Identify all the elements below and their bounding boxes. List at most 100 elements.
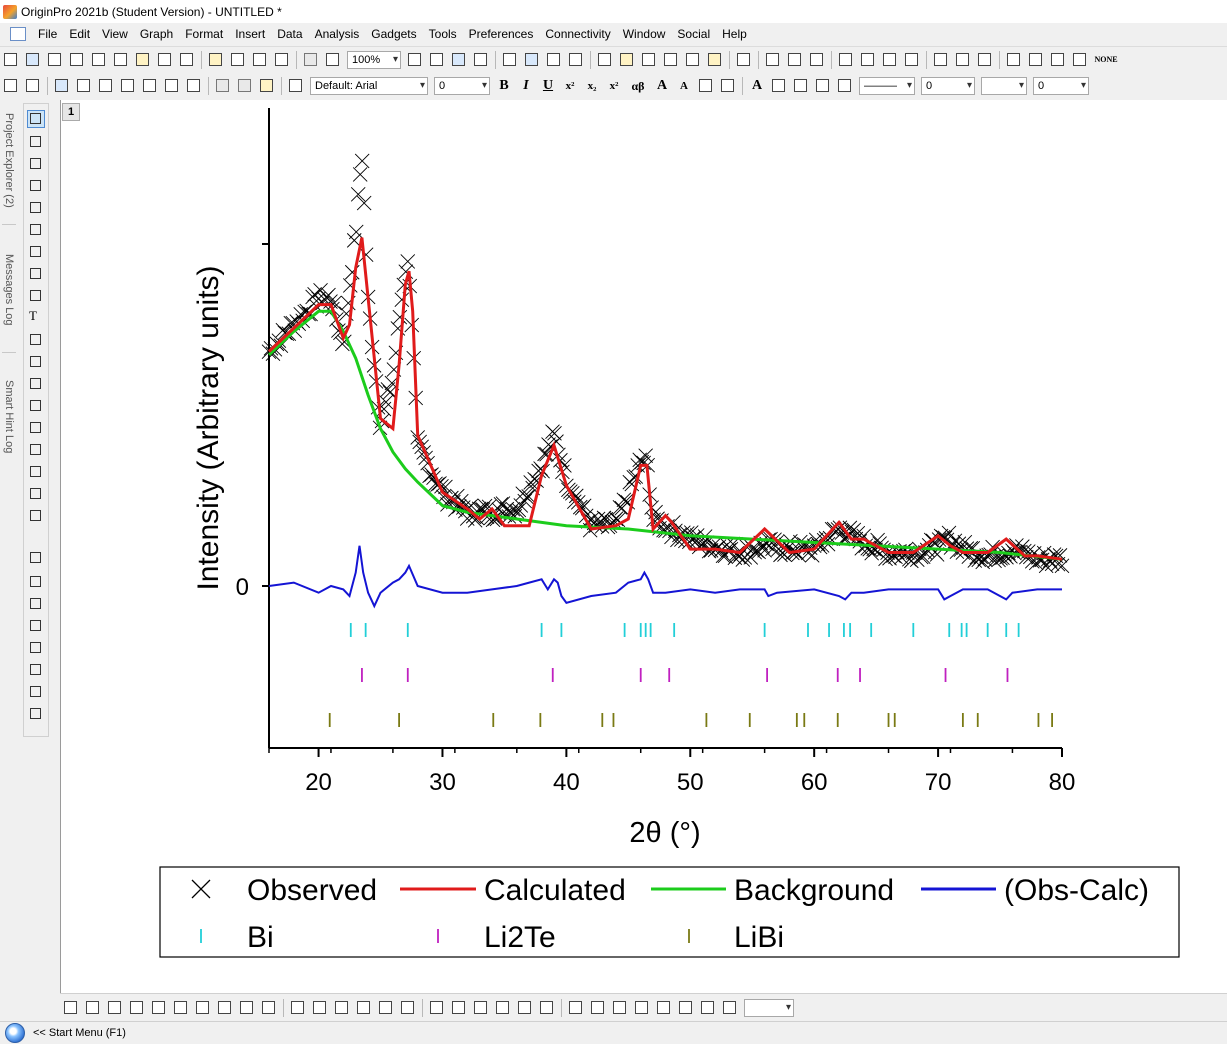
new-graph-icon[interactable] [90, 51, 108, 69]
greek-icon[interactable]: αβ [631, 78, 645, 93]
layer-management-icon[interactable] [450, 999, 468, 1017]
decrease-font-icon[interactable]: A [680, 80, 688, 92]
set-x-icon[interactable] [1027, 51, 1045, 69]
sigma-icon[interactable] [764, 51, 782, 69]
duplicate-icon[interactable] [119, 77, 137, 95]
rotate-icon[interactable] [721, 999, 739, 1017]
pattern-size-select[interactable]: 0 [1033, 77, 1089, 95]
menu-graph[interactable]: Graph [139, 27, 174, 41]
arrow-tool-icon[interactable] [28, 354, 44, 370]
group-icon[interactable] [677, 999, 695, 1017]
move-tool-icon[interactable] [28, 178, 44, 194]
filter-icon[interactable] [932, 51, 950, 69]
window-menu-icon[interactable] [10, 27, 26, 41]
cut-icon[interactable] [214, 77, 232, 95]
new-matrix-icon[interactable] [46, 51, 64, 69]
graph-template-icon[interactable] [2, 77, 20, 95]
set-values-icon[interactable] [837, 51, 855, 69]
move-front-icon[interactable] [567, 999, 585, 1017]
menu-data[interactable]: Data [277, 27, 303, 41]
dialog-icon[interactable] [684, 51, 702, 69]
data-reader-icon[interactable] [28, 200, 44, 216]
grid-table-icon[interactable] [28, 706, 44, 722]
zoom-in-tool-icon[interactable] [28, 134, 44, 150]
menu-analysis[interactable]: Analysis [314, 27, 360, 41]
save-template-icon[interactable] [273, 51, 291, 69]
layer-icon[interactable] [185, 77, 203, 95]
image-plot-icon[interactable] [399, 999, 417, 1017]
axis-break-icon[interactable] [494, 999, 512, 1017]
menu-help[interactable]: Help [722, 27, 747, 41]
font-size-select[interactable]: 0 [434, 77, 490, 95]
stock-chart-icon[interactable] [238, 999, 256, 1017]
start-menu-link[interactable]: << Start Menu (F1) [33, 1027, 126, 1039]
polar-chart-icon[interactable] [216, 999, 234, 1017]
export-graph-icon[interactable] [450, 51, 468, 69]
increase-font-icon[interactable]: A [656, 78, 668, 93]
scatter-plot-icon[interactable] [84, 999, 102, 1017]
sort-icon[interactable] [808, 51, 826, 69]
move-back-icon[interactable] [589, 999, 607, 1017]
add-column-icon[interactable] [735, 51, 753, 69]
menu-connectivity[interactable]: Connectivity [545, 27, 611, 41]
slideshow-icon[interactable] [428, 51, 446, 69]
align-options-icon[interactable] [719, 77, 737, 95]
legend-update-icon[interactable] [538, 999, 556, 1017]
menu-gadgets[interactable]: Gadgets [371, 27, 417, 41]
menu-social[interactable]: Social [677, 27, 711, 41]
line-color-icon[interactable] [814, 77, 832, 95]
3d-plot-icon[interactable] [260, 999, 278, 1017]
scale-bar-icon[interactable] [28, 640, 44, 656]
menu-format[interactable]: Format [185, 27, 224, 41]
tab-project-explorer[interactable]: Project Explorer (2) [3, 112, 15, 208]
histogram-icon[interactable] [859, 51, 877, 69]
region-tool-icon[interactable] [28, 486, 44, 502]
speed-mode-icon[interactable] [472, 999, 490, 1017]
supersubscript-icon[interactable]: x² [609, 80, 619, 92]
line-width-select[interactable]: 0 [921, 77, 975, 95]
heatmap-icon[interactable] [355, 999, 373, 1017]
batch-plot-icon[interactable] [53, 77, 71, 95]
font-name-select[interactable]: Default: Arial [310, 77, 428, 95]
find-icon[interactable] [640, 51, 658, 69]
new-notes-window-icon[interactable] [178, 51, 196, 69]
box-chart-icon[interactable] [172, 999, 190, 1017]
menu-edit[interactable]: Edit [69, 27, 91, 41]
new-workbook-icon[interactable] [24, 51, 42, 69]
mask-tool-icon[interactable] [28, 266, 44, 282]
underline-icon[interactable]: U [542, 78, 554, 93]
refresh-icon[interactable] [516, 999, 534, 1017]
subscript-icon[interactable]: x₂ [587, 80, 597, 92]
layer-number-badge[interactable]: 1 [62, 103, 80, 121]
zoom-select[interactable]: 100% [347, 50, 401, 69]
import-icon[interactable] [302, 51, 320, 69]
line-style-select[interactable]: ——— [859, 77, 915, 95]
align-top-icon[interactable] [611, 999, 629, 1017]
x-function-icon[interactable] [567, 51, 585, 69]
surface-plot-icon[interactable] [289, 999, 307, 1017]
column-chart-icon[interactable] [881, 51, 899, 69]
contour-plot-icon[interactable] [311, 999, 329, 1017]
film-icon[interactable] [472, 51, 490, 69]
merge-graphs-icon[interactable] [75, 77, 93, 95]
code-builder-icon[interactable] [501, 51, 519, 69]
multi-panel-icon[interactable] [150, 999, 168, 1017]
screen-reader-icon[interactable] [28, 222, 44, 238]
text-font-icon[interactable] [287, 77, 305, 95]
pattern-style-select[interactable] [981, 77, 1027, 95]
menu-tools[interactable]: Tools [428, 27, 457, 41]
zoom-out-tool-icon[interactable] [28, 156, 44, 172]
set-y-icon[interactable] [1049, 51, 1067, 69]
add-plot-icon[interactable] [141, 77, 159, 95]
rescale-icon[interactable] [163, 77, 181, 95]
layer-object-icon[interactable] [28, 508, 44, 524]
open-icon[interactable] [207, 51, 225, 69]
star-tool-icon[interactable] [28, 618, 44, 634]
new-excel-icon[interactable] [156, 51, 174, 69]
area-chart-icon[interactable] [194, 999, 212, 1017]
command-window-icon[interactable] [545, 51, 563, 69]
results-log-icon[interactable] [523, 51, 541, 69]
layout-page-icon[interactable] [428, 999, 446, 1017]
copy-icon[interactable] [236, 77, 254, 95]
tab-messages-log[interactable]: Messages Log [3, 254, 15, 326]
